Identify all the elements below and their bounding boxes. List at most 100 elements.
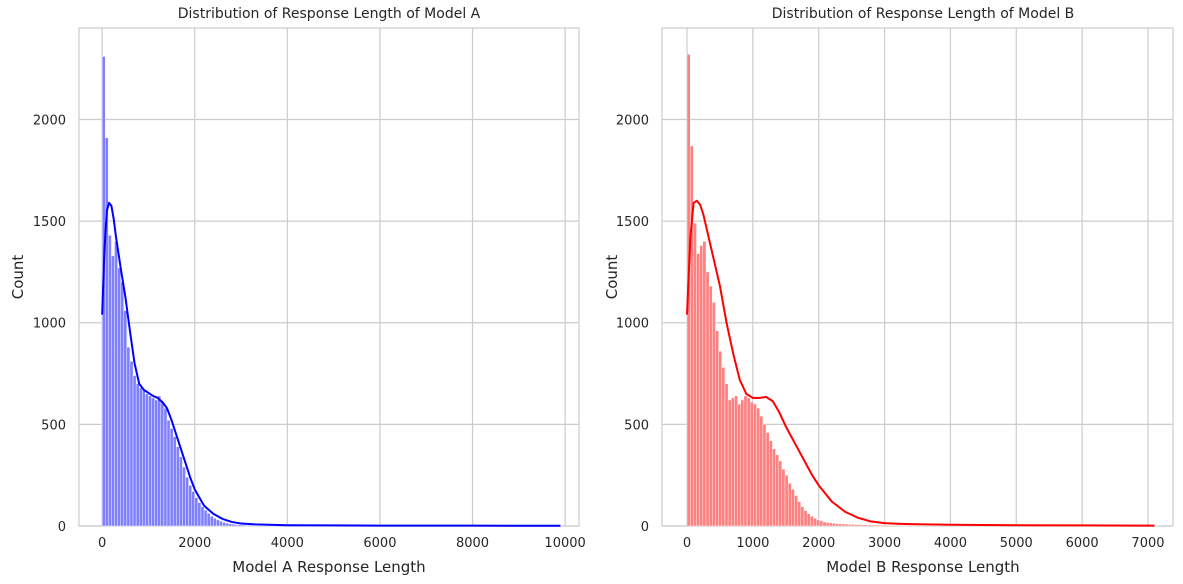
x-tick-label: 4000 — [934, 536, 967, 551]
histogram-bar — [898, 525, 903, 527]
histogram-bar — [206, 513, 211, 527]
histogram-bar — [715, 330, 719, 527]
x-axis-label: Model A Response Length — [232, 558, 425, 576]
histogram-bar — [194, 497, 199, 527]
y-tick-label: 0 — [641, 520, 649, 535]
y-tick-labels: 0 500 1000 1500 2000 — [33, 113, 66, 535]
histogram-bar — [753, 403, 757, 527]
histogram-bar — [126, 346, 131, 527]
histogram-bar — [876, 524, 881, 527]
histogram-bar — [191, 491, 195, 527]
histogram-bar — [210, 516, 214, 527]
histogram-bars — [686, 54, 1159, 527]
histogram-bar — [200, 506, 205, 527]
histogram-bar — [740, 399, 745, 527]
histogram-bar — [169, 428, 174, 527]
histogram-bar — [172, 436, 177, 527]
histogram-bar — [721, 367, 726, 527]
x-tick-label: 2000 — [178, 536, 211, 551]
chart-title: Distribution of Response Length of Model… — [772, 6, 1075, 22]
histogram-bar — [794, 495, 798, 527]
histogram-bar — [132, 375, 137, 527]
histogram-bar — [696, 253, 700, 527]
histogram-bar — [746, 397, 751, 527]
histogram-bar — [854, 524, 858, 527]
histogram-bar — [142, 389, 146, 527]
histogram-bar — [105, 137, 109, 527]
histogram-bar — [778, 460, 783, 527]
histogram-bar — [222, 522, 226, 527]
histogram-bar — [188, 485, 192, 527]
histogram-bar — [765, 432, 770, 527]
histogram-bar — [240, 524, 245, 527]
histogram-bar — [838, 523, 843, 527]
histogram-bar — [114, 241, 118, 527]
y-tick-label: 1500 — [616, 215, 649, 230]
histogram-bar — [129, 361, 134, 527]
y-tick-label: 500 — [624, 418, 649, 433]
y-axis-label: Count — [603, 255, 621, 300]
histogram-bar — [148, 395, 152, 527]
histogram-bar — [731, 397, 735, 527]
histogram-bar — [892, 525, 896, 527]
kde-curve — [686, 199, 1155, 527]
histogram-bar — [873, 524, 877, 527]
histogram-bar — [772, 448, 776, 527]
x-tick-label: 7000 — [1131, 536, 1164, 551]
x-tick-label: 6000 — [1066, 536, 1099, 551]
x-tick-label: 1000 — [736, 536, 769, 551]
histogram-bar — [123, 310, 128, 527]
histogram-bar — [769, 440, 773, 527]
histogram-bar — [237, 524, 242, 527]
x-tick-label: 10000 — [544, 536, 585, 551]
histogram-bar — [835, 523, 839, 527]
histogram-bar — [762, 424, 767, 527]
histogram-bar — [759, 416, 764, 527]
histogram-bar — [699, 245, 704, 527]
kde-line — [686, 199, 1155, 527]
histogram-bar — [154, 399, 158, 527]
histogram-bar — [775, 454, 779, 527]
y-tick-label: 2000 — [33, 113, 66, 128]
histogram-bar — [797, 501, 802, 527]
histogram-bar — [848, 524, 852, 527]
histogram-bar — [819, 520, 824, 527]
chart-model-b: Distribution of Response Length of Model… — [603, 6, 1174, 576]
histogram-bar — [185, 477, 189, 527]
histogram-bar — [791, 489, 795, 527]
histogram-bar — [889, 525, 893, 527]
histogram-bar — [734, 395, 738, 527]
histogram-bar — [225, 522, 229, 527]
kde-curve — [101, 201, 561, 527]
histogram-bar — [111, 255, 115, 527]
y-tick-labels: 0 500 1000 1500 2000 — [616, 113, 649, 535]
histogram-bar — [708, 285, 713, 527]
x-tick-label: 3000 — [868, 536, 901, 551]
histogram-bar — [213, 518, 217, 527]
histogram-bar — [803, 510, 808, 527]
histogram-bar — [135, 383, 140, 527]
y-axis-label: Count — [9, 255, 27, 300]
histogram-bar — [718, 350, 722, 527]
histogram-bar — [139, 387, 143, 527]
chart-title: Distribution of Response Length of Model… — [178, 6, 481, 22]
histogram-bar — [705, 271, 710, 527]
histogram-bar — [841, 523, 846, 527]
y-tick-label: 1000 — [33, 317, 66, 332]
histogram-bar — [822, 521, 827, 527]
histogram-bar — [108, 235, 112, 527]
histogram-bar — [781, 468, 786, 527]
x-tick-label: 4000 — [271, 536, 304, 551]
histogram-bar — [151, 397, 155, 527]
x-axis-label: Model B Response Length — [826, 558, 1019, 576]
histogram-bar — [800, 506, 805, 527]
histogram-bar — [197, 502, 202, 527]
histogram-bar — [857, 524, 862, 527]
y-tick-label: 1000 — [616, 317, 649, 332]
histogram-bar — [216, 519, 220, 527]
histogram-bar — [784, 474, 789, 527]
histogram-bar — [816, 519, 820, 527]
histogram-bar — [160, 401, 165, 527]
x-tick-label: 5000 — [1000, 536, 1033, 551]
